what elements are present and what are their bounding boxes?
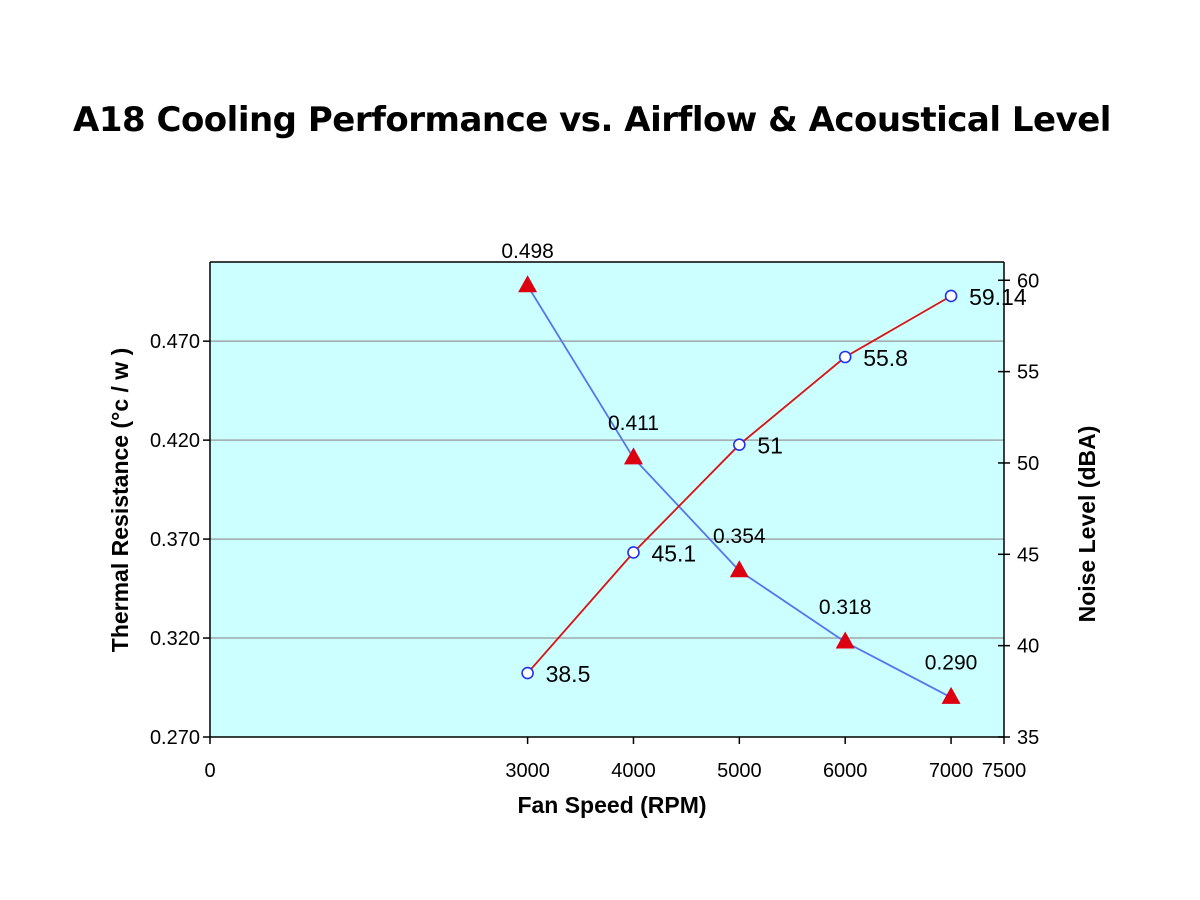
data-label: 59.14 bbox=[969, 284, 1027, 310]
triangle-marker bbox=[941, 686, 961, 704]
triangle-marker bbox=[729, 560, 749, 578]
data-label: 0.411 bbox=[608, 412, 659, 435]
y-left-tick-label: 0.270 bbox=[150, 727, 200, 749]
y-right-tick-label: 35 bbox=[1017, 727, 1039, 749]
circle-marker bbox=[627, 546, 640, 559]
x-tick-label: 4000 bbox=[611, 760, 656, 782]
y-right-tick-label: 40 bbox=[1017, 636, 1039, 658]
y-right-tick-label: 50 bbox=[1017, 453, 1039, 475]
circle-marker bbox=[838, 350, 852, 364]
y-left-axis-title: Thermal Resistance (°c / w ) bbox=[107, 348, 133, 652]
circle-marker bbox=[944, 289, 958, 303]
y-right-tick-label: 60 bbox=[1017, 270, 1039, 292]
ticks: 0 3000 4000 5000 6000 7000 7500 0.270 0.320 0.370… bbox=[150, 270, 1039, 782]
y-right-tick-label: 45 bbox=[1017, 544, 1039, 566]
triangle-marker bbox=[623, 447, 643, 465]
data-label: 45.1 bbox=[651, 540, 696, 566]
x-tick-label: 7500 bbox=[982, 760, 1027, 782]
x-tick-label: 7000 bbox=[929, 760, 974, 782]
data-label: 38.5 bbox=[546, 661, 591, 687]
y-right-axis-title: Noise Level (dBA) bbox=[1074, 426, 1100, 623]
data-label: 0.354 bbox=[713, 525, 766, 548]
circle-marker bbox=[521, 666, 534, 680]
y-left-tick-label: 0.470 bbox=[150, 331, 200, 353]
data-label: 0.318 bbox=[819, 596, 872, 619]
markers bbox=[518, 275, 961, 704]
triangle-marker bbox=[835, 631, 855, 649]
data-label: 0.498 bbox=[501, 240, 554, 263]
circle-marker bbox=[733, 438, 746, 451]
x-tick-label: 3000 bbox=[505, 760, 550, 782]
y-left-tick-label: 0.420 bbox=[150, 430, 200, 452]
data-label: 51 bbox=[757, 433, 783, 459]
y-left-tick-label: 0.370 bbox=[150, 529, 200, 551]
x-axis-title: Fan Speed (RPM) bbox=[517, 792, 706, 818]
y-right-tick-label: 55 bbox=[1017, 362, 1039, 384]
y-left-tick-label: 0.320 bbox=[150, 628, 200, 650]
x-tick-label: 0 bbox=[204, 760, 215, 782]
x-tick-label: 5000 bbox=[717, 760, 762, 782]
chart-title: A18 Cooling Performance vs. Airflow & Ac… bbox=[73, 100, 1111, 140]
data-label: 0.290 bbox=[925, 651, 978, 674]
triangle-marker bbox=[518, 275, 538, 293]
data-label: 55.8 bbox=[863, 345, 908, 371]
x-tick-label: 6000 bbox=[823, 760, 868, 782]
data-labels: 0.498 0.411 0.354 0.318 0.290 38.5 45.1 51 55.8 5… bbox=[501, 240, 1027, 687]
